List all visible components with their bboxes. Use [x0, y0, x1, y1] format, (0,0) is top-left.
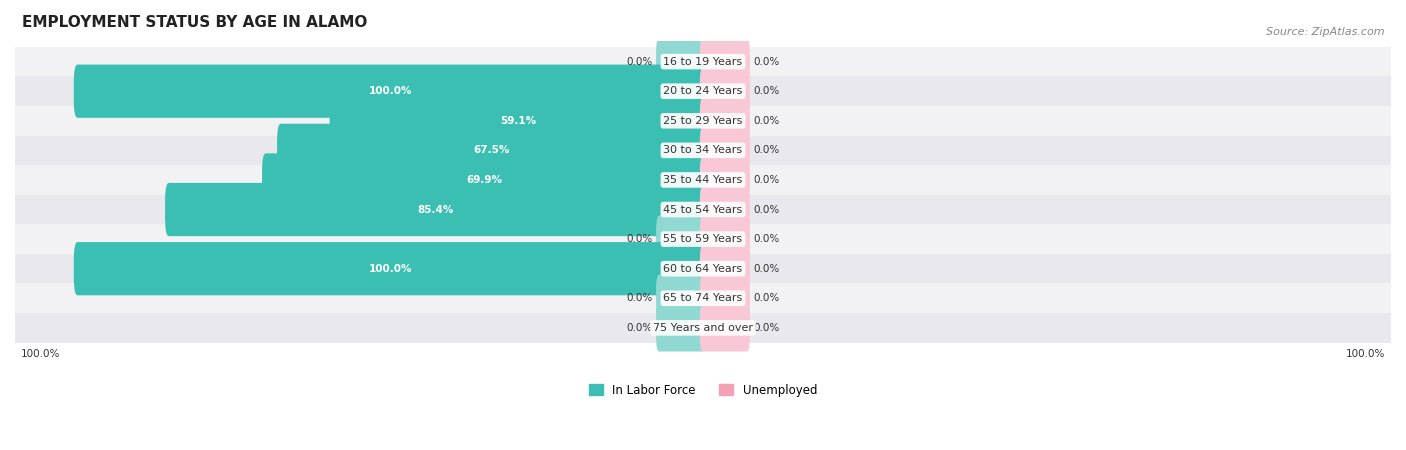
Text: 69.9%: 69.9% [467, 175, 502, 185]
Text: EMPLOYMENT STATUS BY AGE IN ALAMO: EMPLOYMENT STATUS BY AGE IN ALAMO [22, 15, 367, 30]
FancyBboxPatch shape [73, 242, 707, 295]
Text: 100.0%: 100.0% [368, 86, 412, 96]
Text: 45 to 54 Years: 45 to 54 Years [664, 204, 742, 215]
FancyBboxPatch shape [700, 216, 749, 263]
Text: 0.0%: 0.0% [627, 234, 652, 244]
Bar [15, 313, 1391, 342]
Text: 60 to 64 Years: 60 to 64 Years [664, 264, 742, 274]
Text: 16 to 19 Years: 16 to 19 Years [664, 57, 742, 67]
Text: 25 to 29 Years: 25 to 29 Years [664, 116, 742, 126]
Text: 35 to 44 Years: 35 to 44 Years [664, 175, 742, 185]
FancyBboxPatch shape [700, 68, 749, 115]
Bar [15, 135, 1391, 165]
FancyBboxPatch shape [657, 216, 706, 263]
Text: 100.0%: 100.0% [1346, 349, 1385, 359]
FancyBboxPatch shape [657, 274, 706, 322]
FancyBboxPatch shape [700, 38, 749, 85]
Text: 20 to 24 Years: 20 to 24 Years [664, 86, 742, 96]
Bar [15, 165, 1391, 195]
Text: 0.0%: 0.0% [627, 323, 652, 333]
FancyBboxPatch shape [277, 124, 707, 177]
Text: 100.0%: 100.0% [21, 349, 60, 359]
Bar [15, 224, 1391, 254]
Text: 0.0%: 0.0% [754, 145, 779, 155]
Text: 65 to 74 Years: 65 to 74 Years [664, 293, 742, 303]
FancyBboxPatch shape [700, 245, 749, 292]
Text: 0.0%: 0.0% [754, 86, 779, 96]
Text: 100.0%: 100.0% [368, 264, 412, 274]
Bar [15, 195, 1391, 224]
Text: 59.1%: 59.1% [501, 116, 536, 126]
FancyBboxPatch shape [73, 64, 707, 118]
Bar [15, 76, 1391, 106]
Bar [15, 106, 1391, 135]
Text: 67.5%: 67.5% [474, 145, 510, 155]
Text: 0.0%: 0.0% [754, 323, 779, 333]
Text: 0.0%: 0.0% [754, 57, 779, 67]
FancyBboxPatch shape [165, 183, 707, 236]
FancyBboxPatch shape [657, 304, 706, 351]
Bar [15, 284, 1391, 313]
Text: Source: ZipAtlas.com: Source: ZipAtlas.com [1267, 27, 1385, 37]
FancyBboxPatch shape [700, 97, 749, 144]
Text: 0.0%: 0.0% [754, 293, 779, 303]
Legend: In Labor Force, Unemployed: In Labor Force, Unemployed [583, 379, 823, 401]
Text: 0.0%: 0.0% [627, 57, 652, 67]
Bar [15, 47, 1391, 76]
Text: 30 to 34 Years: 30 to 34 Years [664, 145, 742, 155]
FancyBboxPatch shape [700, 186, 749, 233]
FancyBboxPatch shape [700, 304, 749, 351]
Text: 85.4%: 85.4% [418, 204, 454, 215]
Text: 0.0%: 0.0% [754, 204, 779, 215]
FancyBboxPatch shape [700, 274, 749, 322]
FancyBboxPatch shape [262, 153, 707, 207]
Text: 75 Years and over: 75 Years and over [652, 323, 754, 333]
Text: 0.0%: 0.0% [754, 264, 779, 274]
Text: 0.0%: 0.0% [627, 293, 652, 303]
FancyBboxPatch shape [657, 38, 706, 85]
Bar [15, 254, 1391, 284]
Text: 55 to 59 Years: 55 to 59 Years [664, 234, 742, 244]
Text: 0.0%: 0.0% [754, 175, 779, 185]
FancyBboxPatch shape [700, 156, 749, 203]
Text: 0.0%: 0.0% [754, 234, 779, 244]
FancyBboxPatch shape [329, 94, 707, 148]
Text: 0.0%: 0.0% [754, 116, 779, 126]
FancyBboxPatch shape [700, 127, 749, 174]
